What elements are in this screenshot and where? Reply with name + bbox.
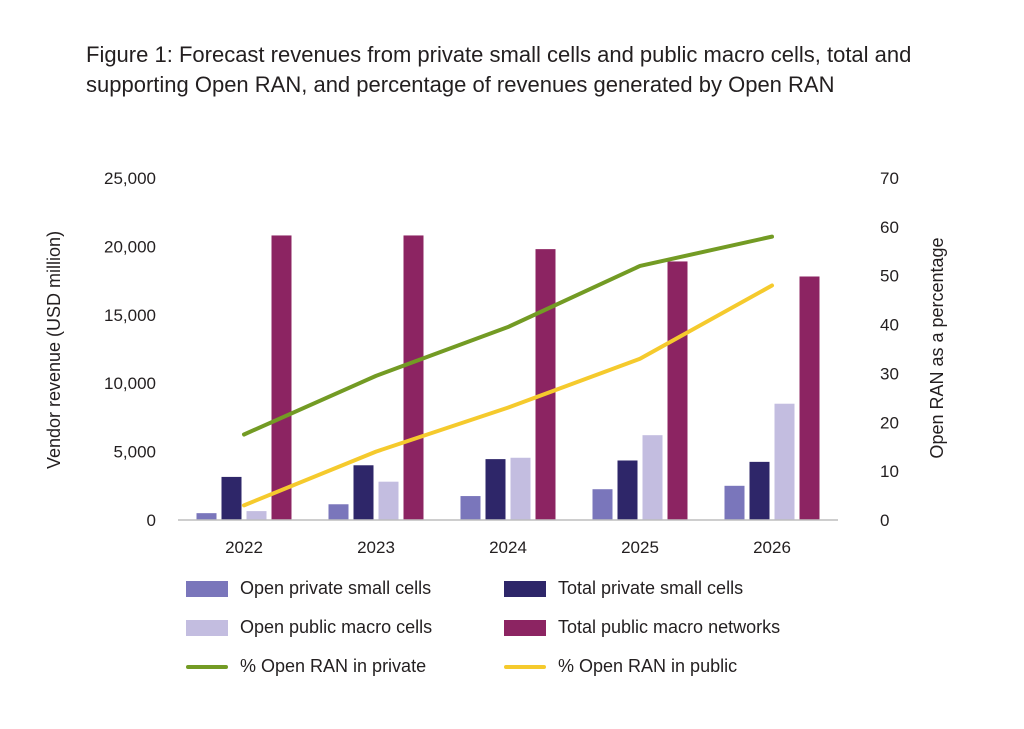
y-tick-label: 0 (147, 511, 156, 530)
y-right-tick-label: 0 (880, 511, 889, 530)
legend-item: Total private small cells (504, 578, 743, 599)
x-tick-label: 2025 (621, 538, 659, 557)
y-right-tick-label: 50 (880, 267, 899, 286)
bar-open-public-macro-cells-2026 (774, 403, 795, 520)
y-tick-label: 20,000 (104, 237, 156, 256)
legend-label: Open private small cells (240, 578, 432, 598)
y-tick-label: 10,000 (104, 374, 156, 393)
legend-item: % Open RAN in public (504, 656, 737, 677)
bar-total-private-small-cells-2024 (485, 459, 506, 520)
bar-total-private-small-cells-2023 (353, 465, 374, 520)
bar-total-private-small-cells-2025 (617, 460, 638, 520)
bar-open-public-macro-cells-2022 (246, 511, 267, 520)
legend-swatch (504, 664, 546, 669)
chart-title: Figure 1: Forecast revenues from private… (86, 40, 996, 100)
legend-label: % Open RAN in private (240, 656, 427, 676)
bar-open-private-small-cells-2026 (724, 485, 745, 520)
y-axis-title: Vendor revenue (USD million) (44, 231, 64, 469)
legend-item: Open private small cells (186, 578, 431, 599)
bar-open-private-small-cells-2022 (196, 513, 217, 520)
bar-open-public-macro-cells-2024 (510, 457, 531, 520)
bar-open-public-macro-cells-2025 (642, 435, 663, 520)
bar-total-public-macro-networks-2023 (403, 235, 424, 520)
y-right-tick-label: 60 (880, 218, 899, 237)
bar-open-public-macro-cells-2023 (378, 481, 399, 520)
x-tick-label: 2023 (357, 538, 395, 557)
x-tick-label: 2022 (225, 538, 263, 557)
y-tick-label: 25,000 (104, 169, 156, 188)
bar-total-public-macro-networks-2025 (667, 261, 688, 520)
bar-open-private-small-cells-2025 (592, 489, 613, 520)
legend-item: Open public macro cells (186, 617, 432, 638)
x-tick-label: 2024 (489, 538, 527, 557)
x-tick-label: 2026 (753, 538, 791, 557)
legend-swatch (186, 664, 228, 669)
y-tick-label: 15,000 (104, 306, 156, 325)
bar-open-private-small-cells-2023 (328, 504, 349, 520)
legend-item: Total public macro networks (504, 617, 780, 638)
legend-label: Total private small cells (558, 578, 744, 598)
line-pct-open-ran-in-private (242, 234, 774, 437)
bar-total-public-macro-networks-2022 (271, 235, 292, 520)
figure-caption: Forecast revenues from private small cel… (86, 42, 912, 97)
bar-total-public-macro-networks-2024 (535, 249, 556, 521)
y-tick-label: 5,000 (113, 443, 156, 462)
legend-label: Total public macro networks (558, 617, 781, 637)
y-right-axis-title: Open RAN as a percentage (927, 237, 947, 458)
legend-swatch (504, 580, 546, 597)
y-right-tick-label: 30 (880, 364, 899, 383)
y-right-tick-label: 20 (880, 413, 899, 432)
bar-total-public-macro-networks-2026 (799, 276, 820, 520)
line-pct-open-ran-in-public (242, 283, 774, 508)
legend-swatch (186, 580, 228, 597)
legend-swatch (186, 619, 228, 636)
bar-total-private-small-cells-2022 (221, 476, 242, 520)
y-right-tick-label: 70 (880, 169, 899, 188)
y-right-tick-label: 10 (880, 462, 899, 481)
y-right-tick-label: 40 (880, 316, 899, 335)
bar-total-private-small-cells-2026 (749, 461, 770, 520)
legend-item: % Open RAN in private (186, 656, 426, 677)
legend-label: % Open RAN in public (558, 656, 738, 676)
legend-swatch (504, 619, 546, 636)
legend-label: Open public macro cells (240, 617, 433, 637)
bar-open-private-small-cells-2024 (460, 496, 481, 520)
figure-label: Figure 1: (86, 42, 173, 67)
